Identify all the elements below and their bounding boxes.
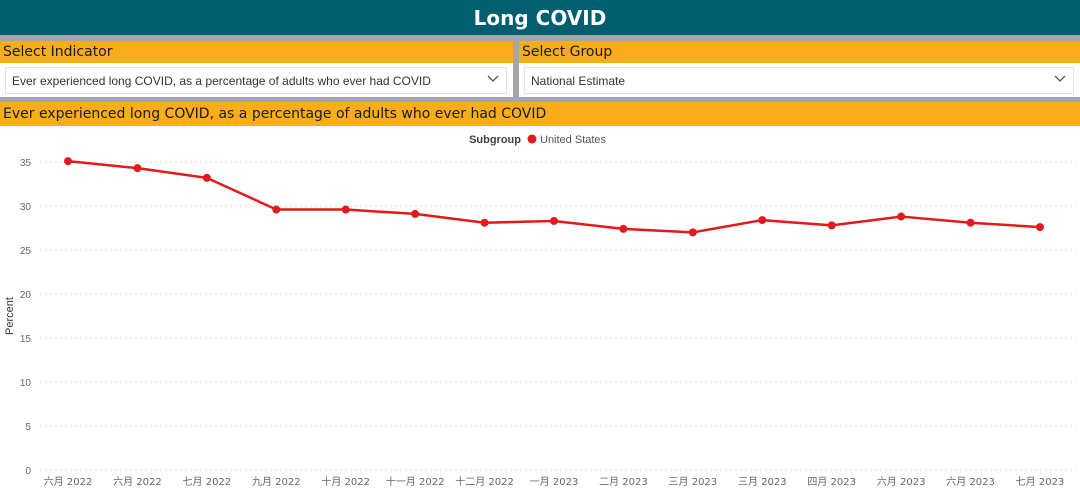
indicator-dropdown[interactable]: Ever experienced long COVID, as a percen… xyxy=(5,67,507,94)
y-axis-label: Percent xyxy=(4,297,16,335)
legend-title: Subgroup xyxy=(469,134,521,146)
group-dropdown[interactable]: National Estimate xyxy=(524,67,1074,94)
data-point xyxy=(827,221,836,230)
y-tick-label: 35 xyxy=(20,158,32,169)
data-point xyxy=(202,173,211,182)
y-tick-label: 25 xyxy=(20,246,32,257)
chart-title: Ever experienced long COVID, as a percen… xyxy=(0,102,1080,126)
page-title: Long COVID xyxy=(0,0,1080,35)
x-tick-label: 九月 2022 xyxy=(252,476,301,488)
data-point xyxy=(966,218,975,227)
x-tick-label: 十一月 2022 xyxy=(386,475,445,488)
x-tick-label: 二月 2023 xyxy=(599,476,648,488)
separator xyxy=(0,35,1080,41)
indicator-dropdown-value: Ever experienced long COVID, as a percen… xyxy=(12,73,431,88)
data-point xyxy=(897,212,906,221)
data-point xyxy=(272,205,281,214)
chevron-down-icon xyxy=(487,75,499,82)
data-point xyxy=(688,228,697,237)
group-slicer-label: Select Group xyxy=(519,41,1080,63)
x-tick-label: 十月 2022 xyxy=(321,475,370,488)
x-tick-label: 一月 2023 xyxy=(530,476,579,488)
data-point xyxy=(341,205,350,214)
y-tick-label: 30 xyxy=(20,202,32,213)
data-point xyxy=(133,164,142,173)
data-point xyxy=(619,224,628,233)
x-tick-label: 六月 2023 xyxy=(877,476,926,488)
x-tick-label: 十二月 2022 xyxy=(455,475,514,488)
x-tick-label: 三月 2023 xyxy=(738,476,787,488)
indicator-slicer: Select Indicator Ever experienced long C… xyxy=(0,41,513,97)
line-chart: Subgroup United States 0 5 10 15 20 25 30 35 Perce… xyxy=(4,134,1076,488)
x-tick-label: 六月 2022 xyxy=(44,476,93,488)
indicator-slicer-label: Select Indicator xyxy=(0,41,513,63)
separator xyxy=(0,97,1080,102)
legend-marker xyxy=(527,134,537,144)
y-tick-label: 15 xyxy=(20,334,32,345)
data-point xyxy=(550,216,558,225)
x-tick-label: 七月 2022 xyxy=(183,476,232,488)
x-tick-label: 六月 2023 xyxy=(946,476,995,488)
y-tick-label: 10 xyxy=(20,378,32,389)
group-dropdown-value: National Estimate xyxy=(531,73,626,88)
data-point xyxy=(480,218,489,227)
slicer-divider xyxy=(513,41,519,98)
x-tick-label: 三月 2023 xyxy=(669,476,718,488)
y-tick-label: 20 xyxy=(20,290,32,301)
y-tick-label: 0 xyxy=(25,466,31,477)
data-point xyxy=(411,209,420,218)
x-tick-label: 四月 2023 xyxy=(807,476,856,488)
group-slicer: Select Group National Estimate xyxy=(519,41,1080,97)
data-point xyxy=(64,157,72,166)
data-point xyxy=(758,216,767,225)
chevron-down-icon xyxy=(1054,75,1066,82)
data-point xyxy=(1036,223,1044,232)
x-tick-label: 六月 2022 xyxy=(113,476,162,488)
y-tick-label: 5 xyxy=(25,422,31,433)
legend-label: United States xyxy=(540,134,607,146)
x-tick-label: 七月 2023 xyxy=(1016,476,1065,488)
